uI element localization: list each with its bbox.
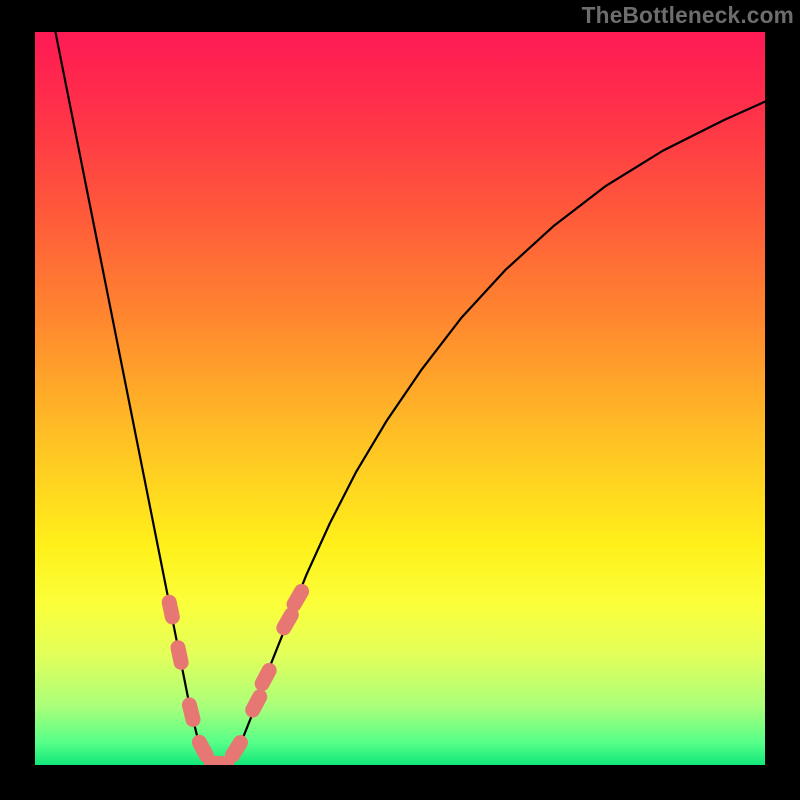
bottleneck-curve-chart — [35, 32, 765, 765]
watermark-text: TheBottleneck.com — [582, 2, 794, 29]
plot-area — [35, 32, 765, 765]
chart-stage: TheBottleneck.com — [0, 0, 800, 800]
gradient-background — [35, 32, 765, 765]
